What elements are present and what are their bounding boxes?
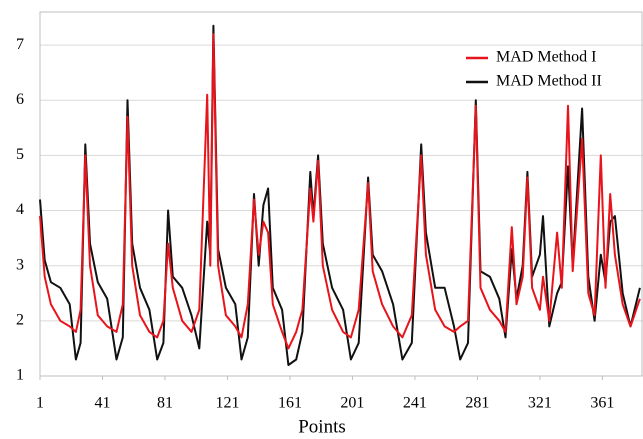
legend-label: MAD Method I (496, 49, 596, 66)
x-tick-label: 161 (278, 395, 302, 412)
x-tick-label: 361 (590, 395, 614, 412)
x-tick-label: 241 (403, 395, 427, 412)
plot-frame (39, 11, 643, 377)
legend-label: MAD Method II (496, 73, 602, 90)
y-tick-label: 3 (16, 256, 24, 273)
x-tick-label: 281 (465, 395, 489, 412)
y-tick-label: 5 (16, 146, 24, 163)
x-tick-label: 121 (215, 395, 239, 412)
legend-bg (462, 71, 612, 93)
x-tick-label: 201 (340, 395, 364, 412)
series-line (39, 33, 641, 350)
x-tick-label: 81 (157, 395, 173, 412)
y-tick-label: 7 (16, 36, 24, 53)
x-tick-label: 321 (528, 395, 552, 412)
y-tick-label: 4 (16, 201, 24, 218)
x-tick-label: 41 (94, 395, 110, 412)
y-tick-label: 1 (16, 367, 24, 384)
y-tick-label: 6 (16, 91, 24, 108)
x-axis-label: Points (298, 416, 346, 437)
x-tick-label: 1 (36, 395, 44, 412)
y-tick-label: 2 (16, 312, 24, 329)
legend-bg (462, 47, 612, 69)
